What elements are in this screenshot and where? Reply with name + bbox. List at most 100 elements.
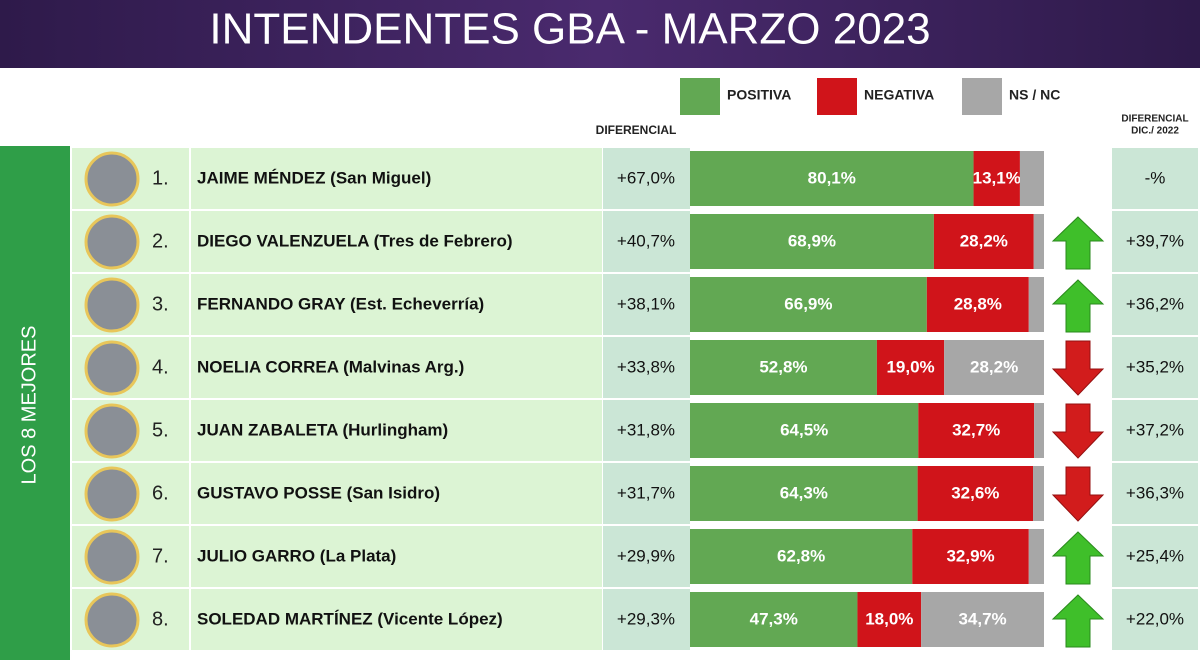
row-bg [72,589,602,650]
bar-label: 32,6% [951,483,999,502]
row-bg [72,463,602,524]
diff-cell [603,337,690,398]
diferencial-prev: +35,2% [1126,357,1184,376]
bar-segment [1034,403,1044,458]
photo [84,592,140,648]
bar-segment [1033,466,1044,521]
trend-arrow [1051,594,1105,648]
prev-cell [1112,211,1198,272]
rank: 5. [152,419,169,441]
rank: 3. [152,293,169,315]
diferencial-prev: -% [1145,168,1166,187]
diferencial: +38,1% [617,294,675,313]
rank: 1. [152,167,169,189]
diff-cell [603,211,690,272]
bar-label: 32,7% [952,420,1000,439]
bar-label: 32,9% [946,546,994,565]
prev-cell [1112,463,1198,524]
bar-segment [933,214,1034,269]
bar-segment [944,340,1044,395]
photo [84,340,140,396]
trend-arrow [1051,531,1105,585]
trend-arrow [1051,466,1105,522]
bar-label: 62,8% [777,546,825,565]
bar-label: 64,5% [780,420,828,439]
bar-label: 68,9% [788,231,836,250]
name: DIEGO VALENZUELA (Tres de Febrero) [197,231,513,250]
diferencial: +31,7% [617,483,675,502]
diferencial-prev: +22,0% [1126,609,1184,628]
legend-label: NEGATIVA [864,87,934,103]
group-band [0,146,70,660]
diff-cell [603,589,690,650]
diff-cell [603,463,690,524]
bar-segment [690,466,918,521]
legend-swatch [817,78,857,115]
diferencial-prev: +36,3% [1126,483,1184,502]
bar-segment [690,529,913,584]
diferencial: +67,0% [617,168,675,187]
bar-label: 28,2% [960,231,1008,250]
legend-label: POSITIVA [727,87,791,103]
bar-label: 66,9% [784,294,832,313]
bar-label: 19,0% [886,357,934,376]
diferencial-prev: +25,4% [1126,546,1184,565]
prev-header: DIC./ 2022 [1131,126,1179,137]
bar-label: 28,2% [970,357,1018,376]
name: SOLEDAD MARTÍNEZ (Vicente López) [197,609,503,628]
rank: 4. [152,356,169,378]
trend-arrow [1051,340,1105,396]
bar-segment [1028,529,1044,584]
trend-arrow [1051,279,1105,333]
legend-swatch [962,78,1002,115]
diff-header: DIFERENCIAL [596,123,677,137]
trend-arrow [1051,216,1105,270]
group-label: LOS 8 MEJORES [18,326,40,485]
bar-segment [921,592,1044,647]
row-bg [72,400,602,461]
rank: 7. [152,545,169,567]
rank: 6. [152,482,169,504]
prev-cell [1112,337,1198,398]
bar-segment [690,592,858,647]
bar-label: 64,3% [780,483,828,502]
name: JULIO GARRO (La Plata) [197,546,396,565]
photo [84,529,140,585]
diff-cell [603,400,690,461]
bar-segment [918,403,1035,458]
name: NOELIA CORREA (Malvinas Arg.) [197,357,464,376]
name: GUSTAVO POSSE (San Isidro) [197,483,440,502]
bar-segment [690,214,934,269]
bar-segment [912,529,1029,584]
diferencial: +29,3% [617,609,675,628]
diferencial-prev: +39,7% [1126,231,1184,250]
prev-cell [1112,589,1198,650]
bar-segment [857,592,922,647]
prev-cell [1112,526,1198,587]
bar-segment [690,151,974,206]
row-bg [72,211,602,272]
bar-segment [973,151,1020,206]
name: FERNANDO GRAY (Est. Echeverría) [197,294,484,313]
legend-swatch [680,78,720,115]
diferencial: +33,8% [617,357,675,376]
diff-cell [603,526,690,587]
bar-label: 18,0% [865,609,913,628]
bar-segment [1019,151,1044,206]
bar-label: 80,1% [808,168,856,187]
diferencial: +40,7% [617,231,675,250]
name: JAIME MÉNDEZ (San Miguel) [197,168,431,187]
rank: 2. [152,230,169,252]
diferencial-prev: +36,2% [1126,294,1184,313]
bar-segment [917,466,1034,521]
bar-segment [1033,214,1044,269]
bar-label: 47,3% [750,609,798,628]
title: INTENDENTES GBA - MARZO 2023 [209,5,930,54]
prev-cell [1112,274,1198,335]
legend-label: NS / NC [1009,87,1060,103]
row-bg [72,274,602,335]
photo [84,214,140,270]
bar-label: 13,1% [973,168,1021,187]
diff-cell [603,274,690,335]
